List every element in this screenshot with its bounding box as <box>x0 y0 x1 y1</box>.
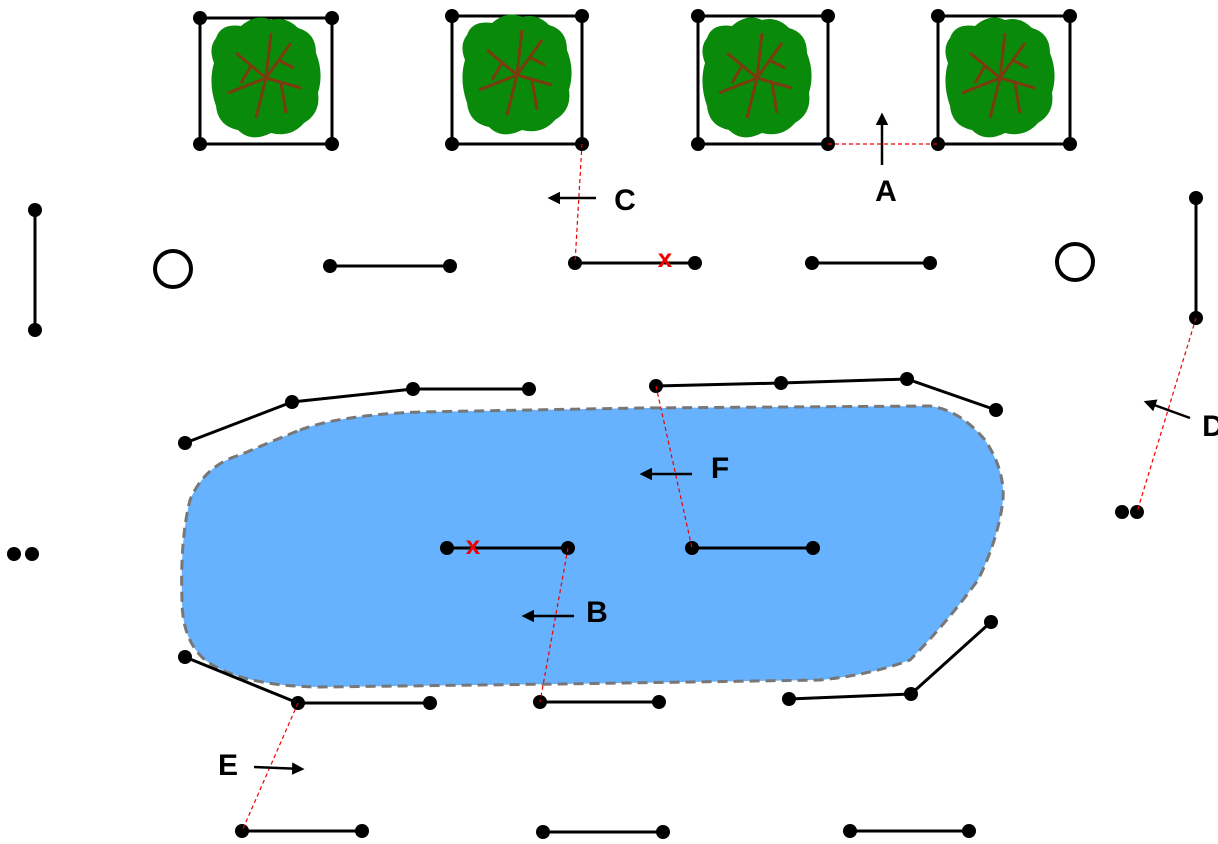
label: F <box>711 452 729 485</box>
connectors <box>241 143 1197 832</box>
marker: x <box>658 243 673 273</box>
label: B <box>586 596 608 629</box>
segments <box>7 191 1203 839</box>
arrows <box>253 112 1191 775</box>
trees <box>193 9 1077 151</box>
label: E <box>218 749 238 782</box>
label: D <box>1202 410 1218 443</box>
lake <box>180 404 1005 689</box>
label: C <box>614 184 636 217</box>
marker: x <box>466 530 481 560</box>
label: A <box>875 175 897 208</box>
